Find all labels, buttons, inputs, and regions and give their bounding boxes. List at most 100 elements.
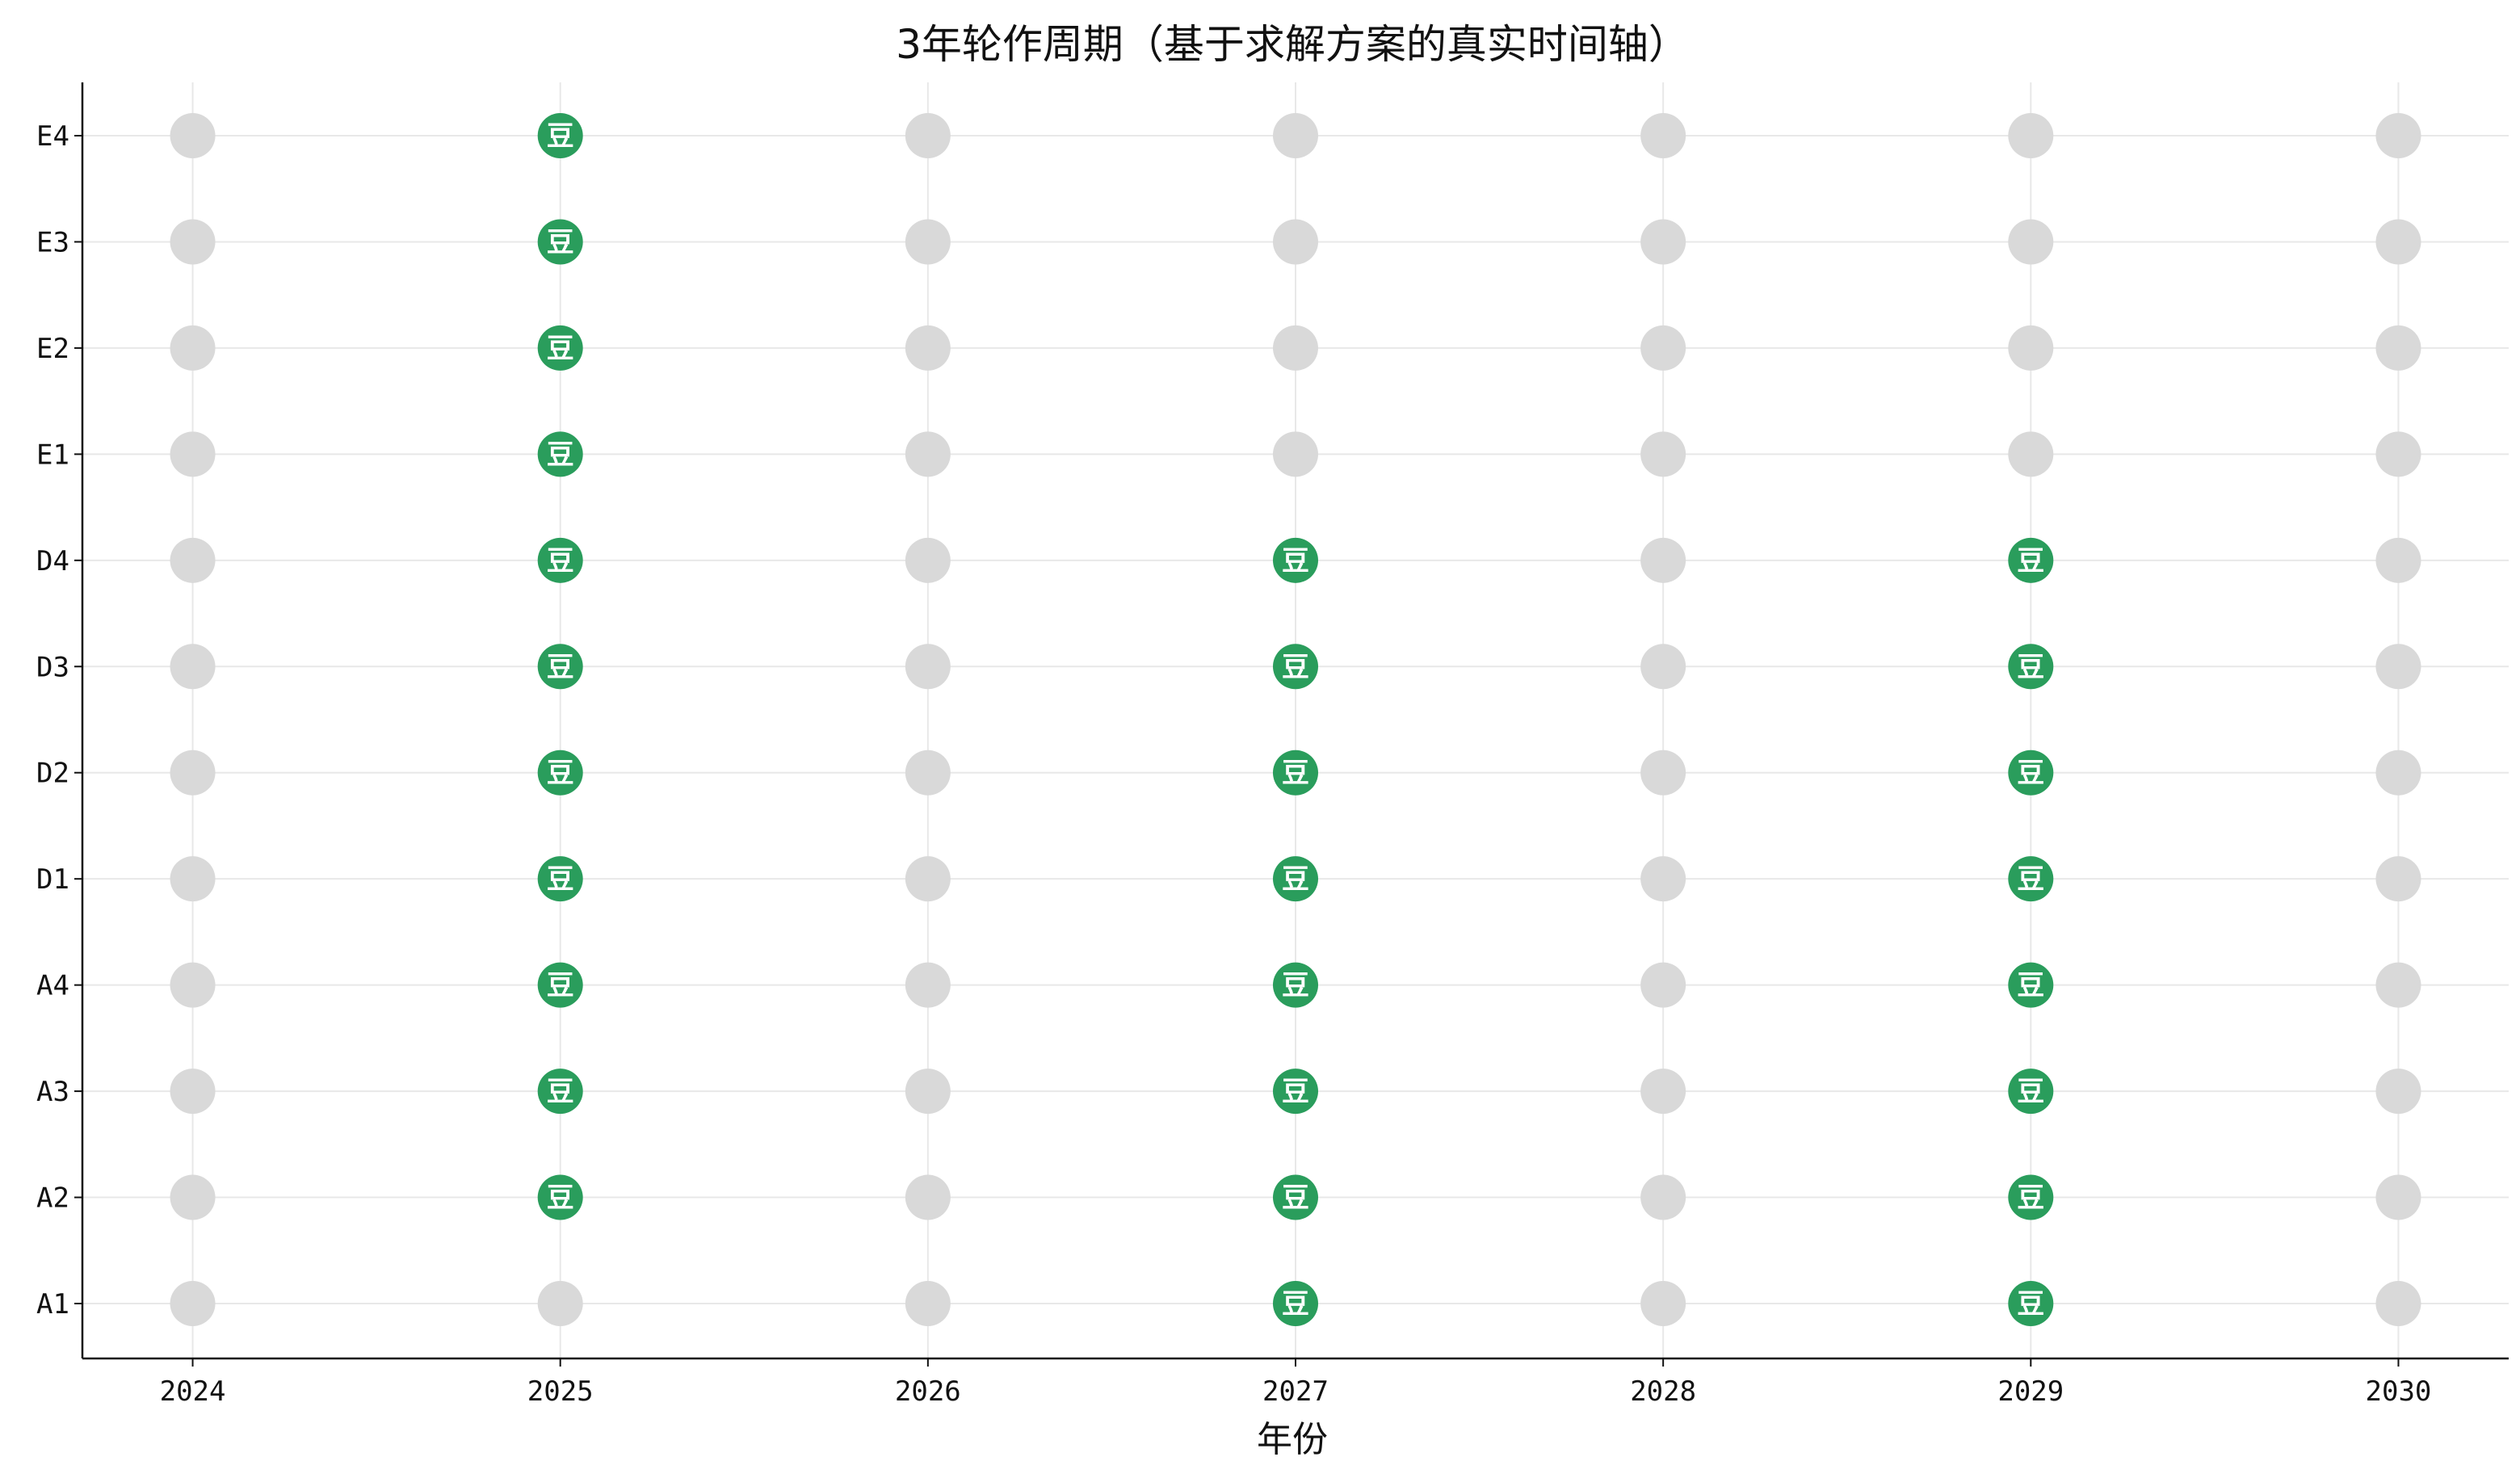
axis-ticks: 2024 2025 2026 2027 2028 2029 2030 A1 A2 A3 A4 D1 D2… <box>36 120 2431 1408</box>
empty-marker <box>170 1281 216 1326</box>
legume-marker: 豆 <box>1273 1069 1318 1115</box>
legume-dot <box>2008 856 2054 902</box>
empty-marker <box>905 1069 951 1115</box>
y-tick-label: D2 <box>36 758 69 790</box>
empty-marker <box>170 1069 216 1115</box>
empty-dot <box>2375 1281 2421 1326</box>
legume-dot <box>537 537 583 583</box>
empty-dot <box>170 856 216 902</box>
empty-marker <box>2375 962 2421 1008</box>
legume-dot <box>537 749 583 796</box>
empty-dot <box>2375 537 2421 583</box>
empty-dot <box>2375 325 2421 371</box>
y-tick-label: D3 <box>36 651 69 683</box>
empty-dot <box>2375 644 2421 690</box>
empty-dot <box>1640 962 1686 1008</box>
empty-marker <box>2008 219 2054 265</box>
legume-marker: 豆 <box>2008 749 2054 796</box>
legume-marker: 豆 <box>537 856 583 902</box>
legume-marker-label: 豆 <box>1282 1288 1309 1321</box>
legume-dot <box>2008 962 2054 1008</box>
empty-marker <box>905 1174 951 1220</box>
legume-dot <box>537 962 583 1008</box>
empty-marker <box>170 113 216 158</box>
empty-marker <box>1273 325 1318 371</box>
legume-marker: 豆 <box>537 962 583 1008</box>
legume-marker: 豆 <box>537 644 583 690</box>
empty-dot <box>905 431 951 477</box>
empty-marker <box>1273 219 1318 265</box>
empty-marker <box>1640 1069 1686 1115</box>
legume-marker-label: 豆 <box>1282 1182 1309 1215</box>
empty-marker <box>2375 1174 2421 1220</box>
legume-marker: 豆 <box>2008 962 2054 1008</box>
empty-marker <box>905 962 951 1008</box>
empty-dot <box>170 1174 216 1220</box>
legume-marker-label: 豆 <box>547 545 574 577</box>
legume-marker: 豆 <box>1273 644 1318 690</box>
empty-marker <box>2008 113 2054 158</box>
legume-dot <box>537 856 583 902</box>
legume-dot <box>1273 537 1318 583</box>
legume-dot <box>1273 749 1318 796</box>
legume-marker-label: 豆 <box>1282 863 1309 896</box>
legume-marker: 豆 <box>537 1069 583 1115</box>
legume-dot <box>1273 962 1318 1008</box>
legume-marker-label: 豆 <box>1282 1076 1309 1108</box>
legume-marker-label: 豆 <box>2017 758 2044 790</box>
empty-marker <box>170 537 216 583</box>
empty-dot <box>2375 1069 2421 1115</box>
legume-marker-label: 豆 <box>547 1182 574 1215</box>
empty-marker <box>170 1174 216 1220</box>
empty-dot <box>1640 113 1686 158</box>
empty-marker <box>1640 537 1686 583</box>
empty-dot <box>905 537 951 583</box>
empty-marker <box>170 325 216 371</box>
y-tick-label: E4 <box>36 120 69 153</box>
empty-dot <box>170 644 216 690</box>
legume-marker-label: 豆 <box>547 333 574 365</box>
empty-marker <box>2375 113 2421 158</box>
legume-marker: 豆 <box>537 749 583 796</box>
empty-marker <box>170 749 216 796</box>
empty-marker <box>905 749 951 796</box>
empty-marker <box>1640 1281 1686 1326</box>
empty-marker <box>1640 1174 1686 1220</box>
legume-marker: 豆 <box>1273 1281 1318 1326</box>
empty-marker <box>905 219 951 265</box>
legume-marker-label: 豆 <box>2017 1288 2044 1321</box>
empty-marker <box>2375 749 2421 796</box>
legume-marker-label: 豆 <box>1282 545 1309 577</box>
empty-marker <box>170 219 216 265</box>
empty-dot <box>2375 962 2421 1008</box>
empty-dot <box>2008 431 2054 477</box>
empty-marker <box>1640 113 1686 158</box>
legume-dot <box>1273 856 1318 902</box>
legume-dot <box>1273 1069 1318 1115</box>
empty-dot <box>170 219 216 265</box>
empty-dot <box>170 749 216 796</box>
legume-dot <box>537 219 583 265</box>
legume-marker: 豆 <box>537 219 583 265</box>
legume-marker: 豆 <box>537 113 583 158</box>
legume-dot <box>1273 1281 1318 1326</box>
y-tick-label: D1 <box>36 863 69 896</box>
legume-marker-label: 豆 <box>2017 1076 2044 1108</box>
empty-dot <box>2008 113 2054 158</box>
legume-marker: 豆 <box>537 431 583 477</box>
legume-marker-label: 豆 <box>547 863 574 896</box>
empty-dot <box>2375 431 2421 477</box>
x-tick-label: 2026 <box>895 1375 961 1408</box>
legume-marker: 豆 <box>2008 856 2054 902</box>
legume-marker-label: 豆 <box>547 1076 574 1108</box>
legume-marker: 豆 <box>537 537 583 583</box>
empty-marker <box>2375 856 2421 902</box>
empty-dot <box>1640 219 1686 265</box>
legume-dot <box>1273 644 1318 690</box>
empty-marker <box>1640 749 1686 796</box>
empty-dot <box>905 1174 951 1220</box>
empty-dot <box>170 113 216 158</box>
y-tick-label: E2 <box>36 333 69 365</box>
empty-marker <box>170 431 216 477</box>
empty-dot <box>1640 1281 1686 1326</box>
